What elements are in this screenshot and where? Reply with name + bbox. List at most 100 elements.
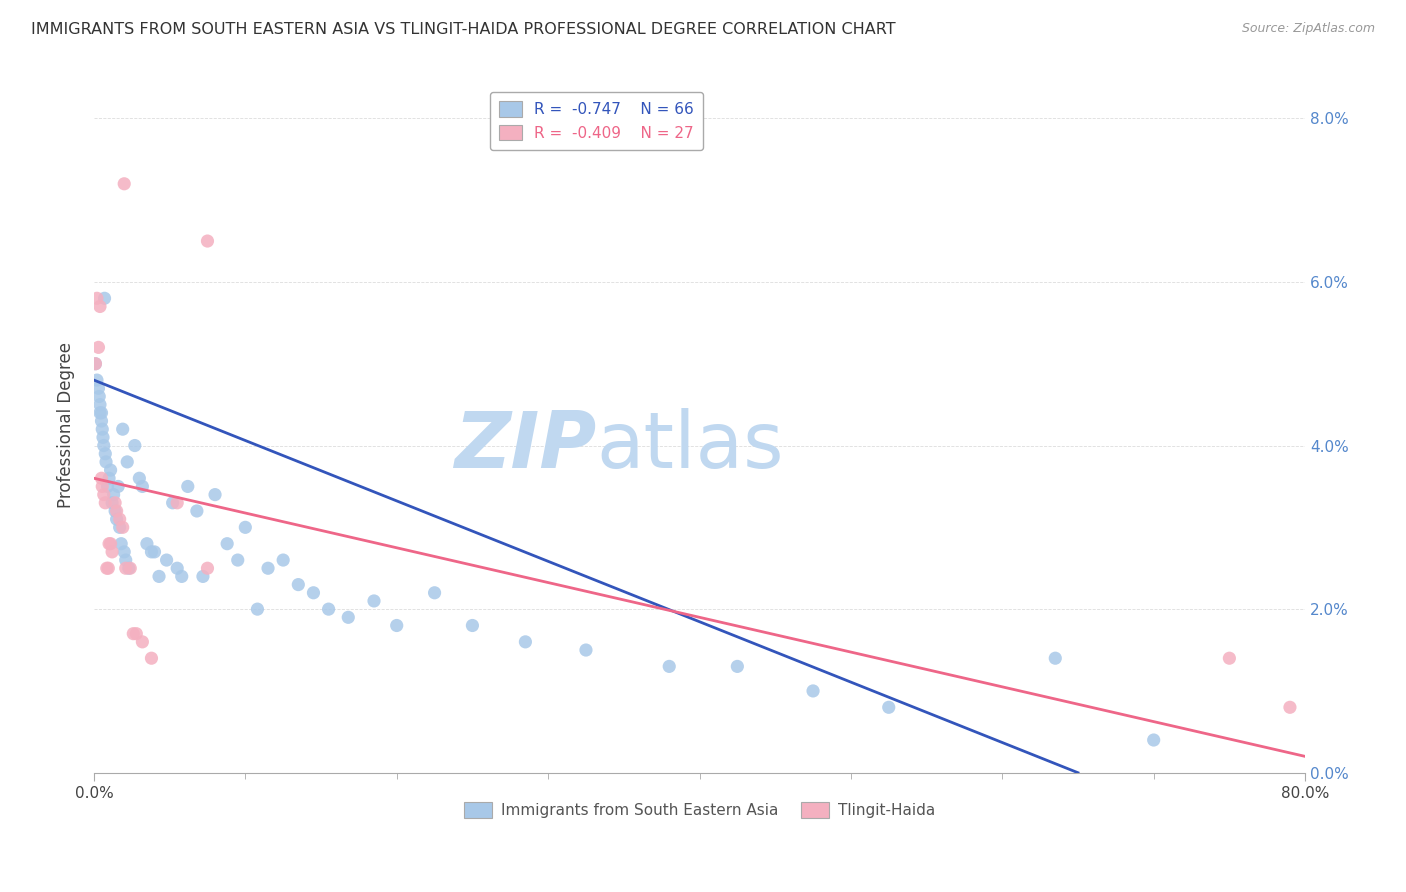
Point xyxy=(86,291,108,305)
Point xyxy=(801,684,824,698)
Point xyxy=(91,479,114,493)
Point xyxy=(94,447,117,461)
Point xyxy=(104,496,127,510)
Point xyxy=(91,430,114,444)
Point xyxy=(124,438,146,452)
Point xyxy=(725,659,748,673)
Point xyxy=(84,357,107,371)
Point xyxy=(302,586,325,600)
Point xyxy=(89,300,111,314)
Point xyxy=(423,586,446,600)
Point xyxy=(98,537,121,551)
Text: atlas: atlas xyxy=(596,408,785,484)
Point xyxy=(104,504,127,518)
Point xyxy=(90,414,112,428)
Point xyxy=(186,504,208,518)
Point xyxy=(112,545,135,559)
Point xyxy=(97,561,120,575)
Point xyxy=(287,577,309,591)
Point xyxy=(131,635,153,649)
Point xyxy=(197,561,219,575)
Point xyxy=(89,389,111,403)
Point xyxy=(105,512,128,526)
Point xyxy=(162,496,184,510)
Point xyxy=(385,618,408,632)
Point xyxy=(103,488,125,502)
Point xyxy=(1218,651,1240,665)
Point xyxy=(515,635,537,649)
Point xyxy=(86,373,108,387)
Point xyxy=(89,398,111,412)
Point xyxy=(91,422,114,436)
Point xyxy=(87,340,110,354)
Point xyxy=(96,479,118,493)
Point xyxy=(257,561,280,575)
Point xyxy=(191,569,214,583)
Point xyxy=(111,520,134,534)
Point xyxy=(363,594,385,608)
Point xyxy=(90,406,112,420)
Point xyxy=(197,234,219,248)
Point xyxy=(141,651,163,665)
Point xyxy=(877,700,900,714)
Point xyxy=(93,488,115,502)
Point xyxy=(1045,651,1067,665)
Point xyxy=(101,545,124,559)
Point xyxy=(1278,700,1301,714)
Point xyxy=(461,618,484,632)
Point xyxy=(271,553,294,567)
Point xyxy=(337,610,360,624)
Point xyxy=(658,659,681,673)
Point xyxy=(115,455,138,469)
Point xyxy=(107,479,129,493)
Point xyxy=(84,357,107,371)
Point xyxy=(101,496,124,510)
Point xyxy=(131,479,153,493)
Text: Source: ZipAtlas.com: Source: ZipAtlas.com xyxy=(1241,22,1375,36)
Point xyxy=(108,520,131,534)
Point xyxy=(575,643,598,657)
Point xyxy=(93,291,115,305)
Point xyxy=(177,479,200,493)
Point xyxy=(110,537,132,551)
Point xyxy=(204,488,226,502)
Point xyxy=(122,626,145,640)
Point xyxy=(90,471,112,485)
Legend: Immigrants from South Eastern Asia, Tlingit-Haida: Immigrants from South Eastern Asia, Tlin… xyxy=(458,796,941,824)
Point xyxy=(125,626,148,640)
Point xyxy=(141,545,163,559)
Text: ZIP: ZIP xyxy=(454,408,596,484)
Y-axis label: Professional Degree: Professional Degree xyxy=(58,343,75,508)
Point xyxy=(233,520,256,534)
Point xyxy=(135,537,157,551)
Point xyxy=(94,455,117,469)
Point xyxy=(100,537,122,551)
Point xyxy=(105,504,128,518)
Point xyxy=(155,553,177,567)
Point xyxy=(111,422,134,436)
Point xyxy=(89,406,111,420)
Point xyxy=(170,569,193,583)
Point xyxy=(87,381,110,395)
Point xyxy=(108,512,131,526)
Point xyxy=(128,471,150,485)
Point xyxy=(96,561,118,575)
Point xyxy=(318,602,340,616)
Point xyxy=(112,177,135,191)
Point xyxy=(143,545,166,559)
Point xyxy=(246,602,269,616)
Point xyxy=(94,496,117,510)
Point xyxy=(226,553,249,567)
Point xyxy=(217,537,239,551)
Point xyxy=(1143,733,1166,747)
Point xyxy=(114,561,136,575)
Point xyxy=(148,569,170,583)
Point xyxy=(93,438,115,452)
Point xyxy=(98,471,121,485)
Point xyxy=(166,496,188,510)
Point xyxy=(114,553,136,567)
Text: IMMIGRANTS FROM SOUTH EASTERN ASIA VS TLINGIT-HAIDA PROFESSIONAL DEGREE CORRELAT: IMMIGRANTS FROM SOUTH EASTERN ASIA VS TL… xyxy=(31,22,896,37)
Point xyxy=(166,561,188,575)
Point xyxy=(100,463,122,477)
Point xyxy=(118,561,141,575)
